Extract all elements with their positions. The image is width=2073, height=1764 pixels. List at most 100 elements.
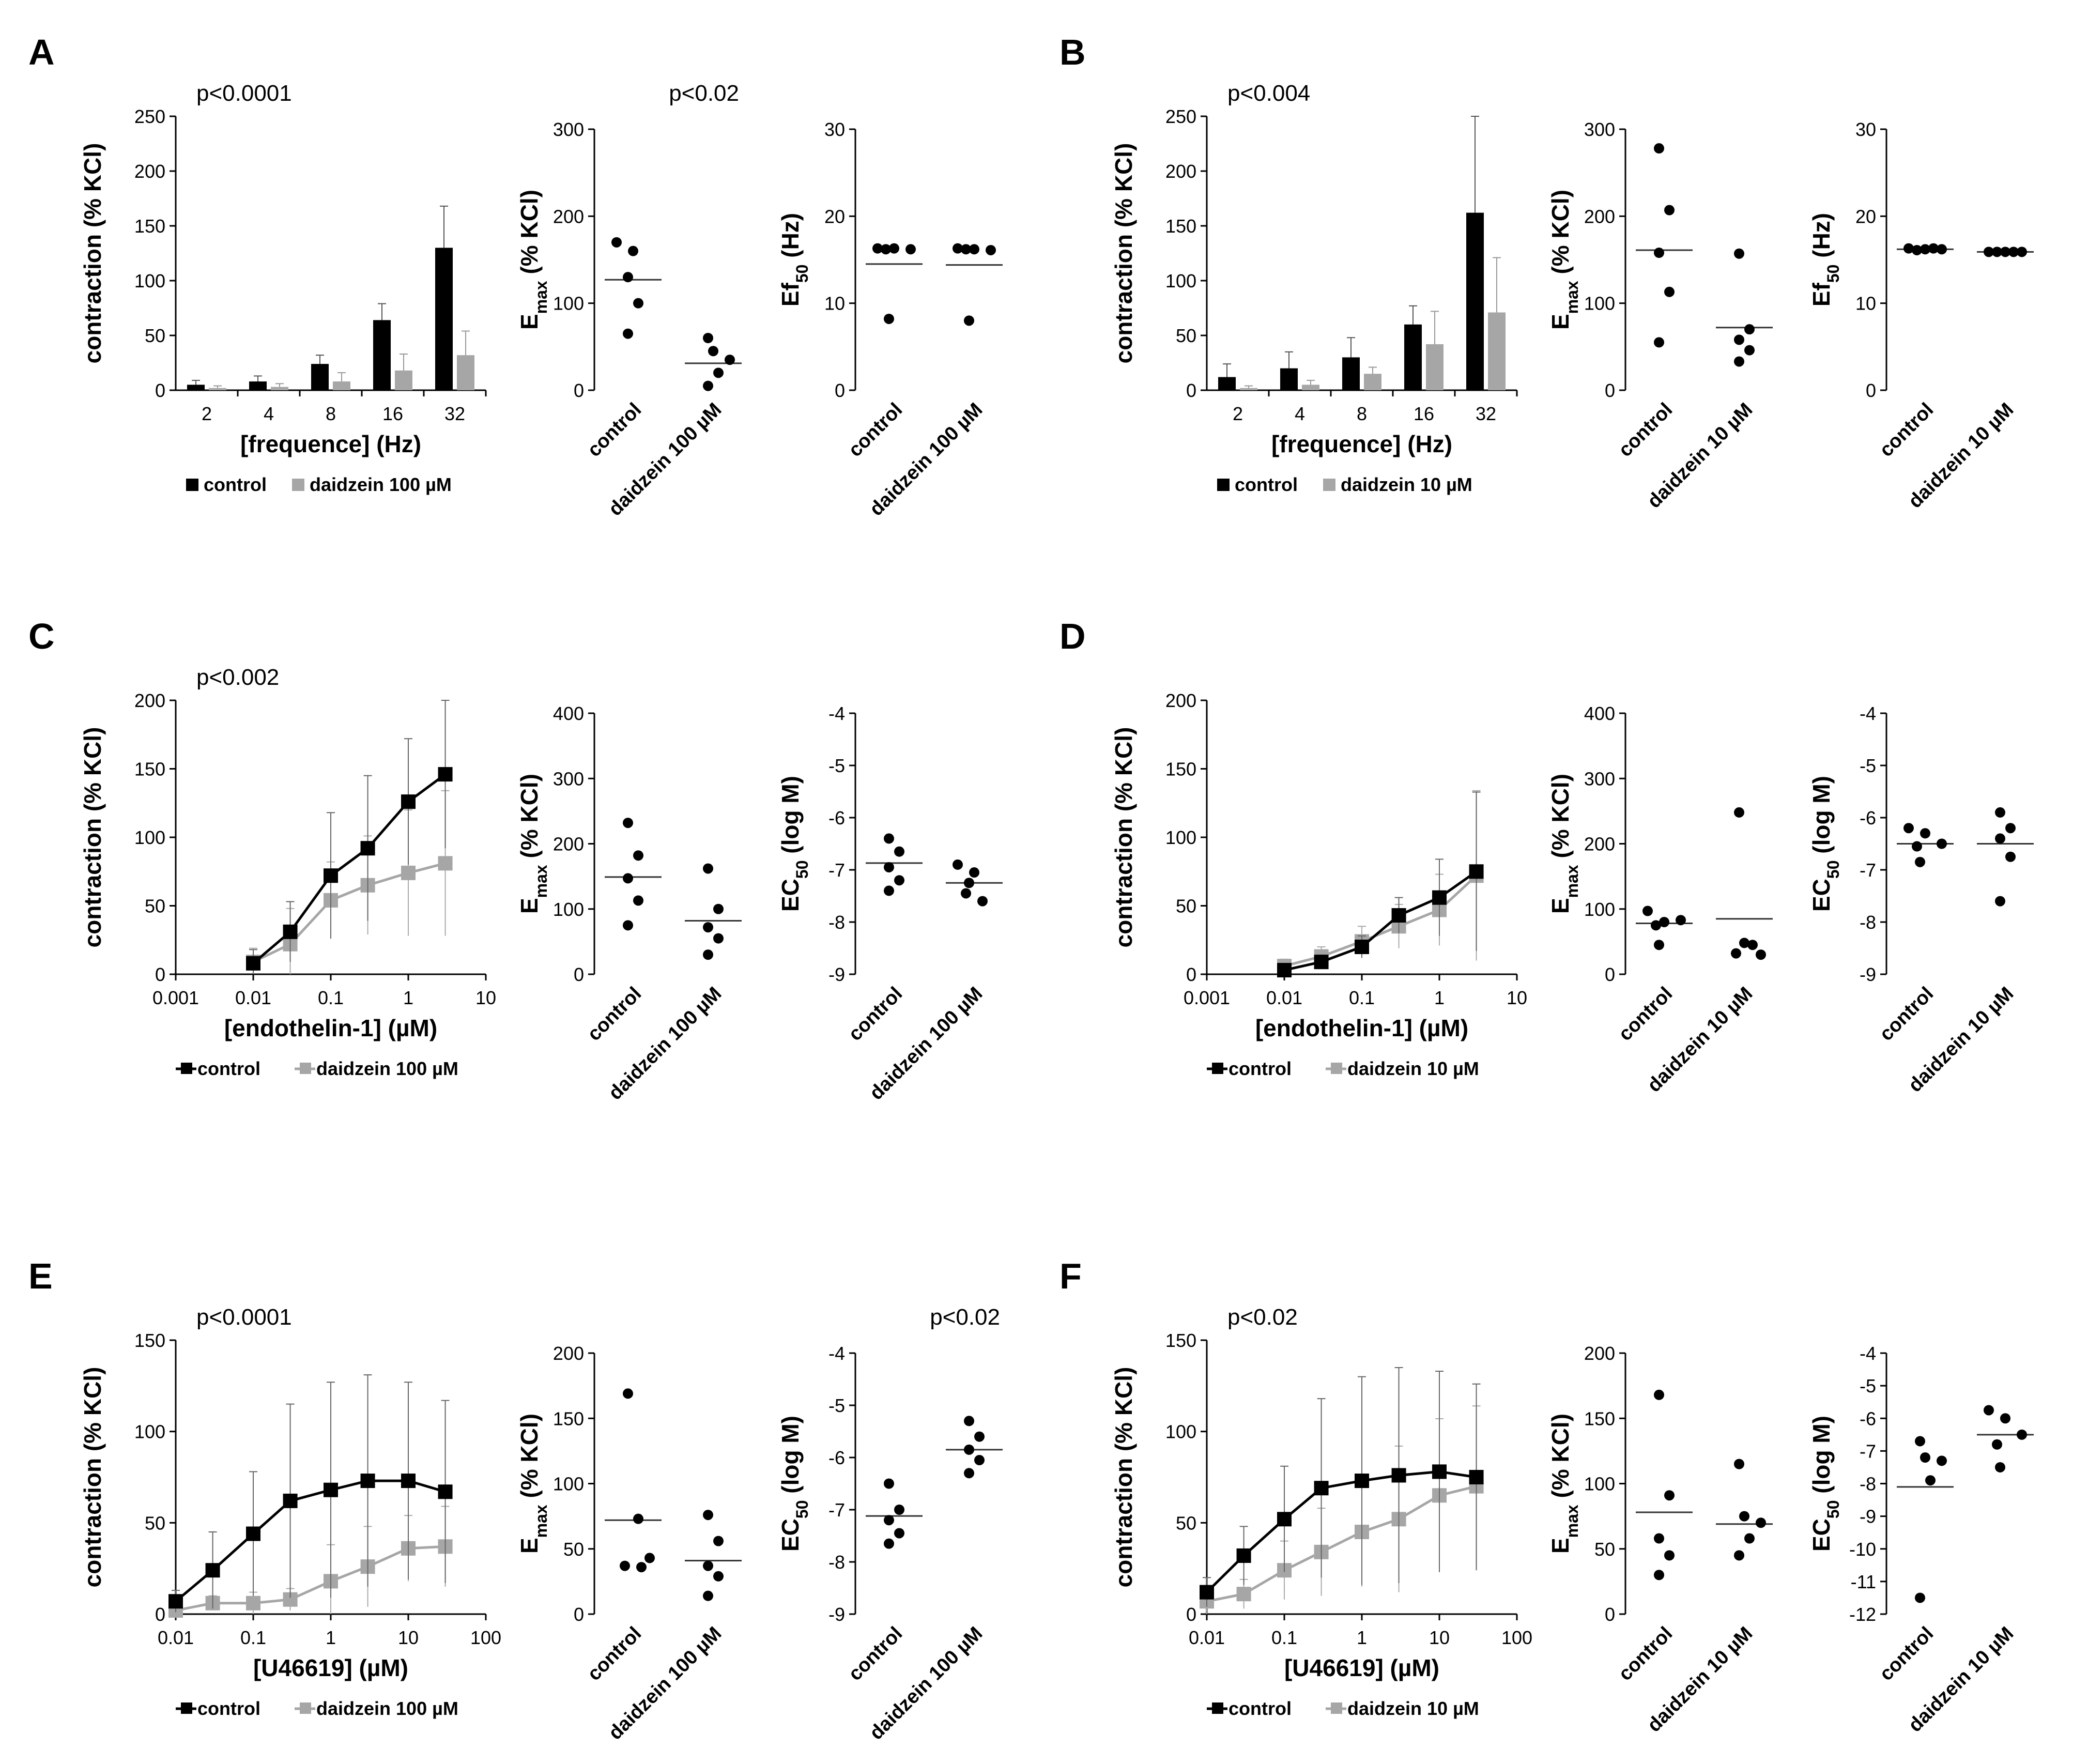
p-value: p<0.0001 bbox=[196, 1305, 292, 1330]
marker-control bbox=[1432, 890, 1447, 905]
x-axis-label: [endothelin-1] (µM) bbox=[1255, 1015, 1468, 1041]
marker-control bbox=[324, 868, 338, 883]
y-tick-label: 30 bbox=[824, 119, 845, 140]
y-tick-label: -6 bbox=[828, 807, 845, 829]
y-tick-label: -8 bbox=[1860, 912, 1876, 933]
y-tick-label: 10 bbox=[824, 293, 845, 314]
emax-point bbox=[1651, 920, 1661, 931]
emax-point bbox=[633, 1513, 643, 1524]
p-value: p<0.02 bbox=[930, 1305, 1000, 1330]
y-tick-label: 150 bbox=[1165, 216, 1196, 237]
y-tick-label: 0 bbox=[155, 964, 165, 985]
y-tick-label: 300 bbox=[1584, 119, 1615, 140]
bar-daidzein bbox=[333, 381, 350, 390]
category-label: control bbox=[1615, 399, 1677, 462]
emax-point bbox=[725, 355, 735, 365]
y-tick-label: 150 bbox=[134, 216, 165, 237]
x-tick-label: 1 bbox=[326, 1627, 336, 1648]
ec50-point bbox=[1995, 896, 2005, 907]
ec50-point bbox=[884, 1478, 894, 1489]
marker-control bbox=[283, 924, 298, 939]
y-tick-label: -5 bbox=[1860, 1375, 1876, 1397]
y-tick-label: 0 bbox=[155, 380, 165, 401]
marker-control bbox=[1355, 1474, 1369, 1489]
panel-label: E bbox=[28, 1256, 53, 1296]
y-tick-label: 100 bbox=[1165, 270, 1196, 292]
ec50-point bbox=[2008, 247, 2019, 257]
marker-control bbox=[360, 1474, 375, 1489]
legend-swatch-control bbox=[1217, 479, 1230, 491]
ec50-point bbox=[1995, 833, 2005, 844]
ec50-point bbox=[977, 896, 988, 907]
y-tick-label: 150 bbox=[134, 1330, 165, 1351]
marker-control bbox=[1277, 1512, 1292, 1527]
panel-label: F bbox=[1059, 1256, 1082, 1296]
y-tick-label: 50 bbox=[1176, 1512, 1196, 1533]
ec50-point bbox=[884, 862, 894, 872]
y-axis-label: contraction (% KCl) bbox=[1110, 727, 1137, 948]
emax-point bbox=[713, 1536, 724, 1546]
ec50-point bbox=[974, 1455, 985, 1466]
y-tick-label: 20 bbox=[1855, 206, 1876, 227]
panel-label: B bbox=[1059, 32, 1086, 72]
marker-daidzein bbox=[1236, 1587, 1251, 1602]
legend-swatch-daidzein bbox=[300, 1702, 311, 1714]
marker-control bbox=[1355, 940, 1369, 954]
y-tick-label: 0 bbox=[1186, 380, 1196, 401]
marker-control bbox=[438, 767, 453, 782]
marker-daidzein bbox=[401, 865, 416, 880]
legend-label-control: control bbox=[1235, 474, 1298, 495]
y-tick-label: 100 bbox=[553, 293, 584, 314]
x-axis-label: [frequence] (Hz) bbox=[1271, 431, 1452, 457]
category-label: control bbox=[583, 983, 646, 1046]
y-tick-label: -6 bbox=[828, 1447, 845, 1468]
series-line-daidzein bbox=[1284, 875, 1478, 968]
emax-point bbox=[1734, 807, 1744, 818]
x-tick-label: 100 bbox=[470, 1627, 501, 1648]
y-tick-label: 0 bbox=[574, 1604, 584, 1625]
category-label: control bbox=[844, 399, 907, 462]
ec50-point bbox=[1937, 1455, 1947, 1466]
y-tick-label: 50 bbox=[563, 1539, 584, 1560]
ec50-point bbox=[884, 1538, 894, 1549]
emax-point bbox=[713, 903, 724, 914]
legend-label-daidzein: daidzein 100 µM bbox=[310, 474, 452, 495]
x-tick-label: 0.01 bbox=[1266, 987, 1302, 1008]
emax-point bbox=[1664, 286, 1675, 297]
emax-point bbox=[1739, 938, 1749, 948]
ec50-point bbox=[969, 244, 979, 255]
p-value: p<0.02 bbox=[669, 81, 739, 106]
ec50-point bbox=[884, 313, 894, 324]
p-value: p<0.002 bbox=[196, 665, 279, 690]
ec50-point bbox=[953, 859, 963, 870]
ec50-point bbox=[884, 1515, 894, 1526]
emax-point bbox=[1734, 248, 1744, 259]
y-tick-label: -9 bbox=[828, 1604, 845, 1625]
emax-point bbox=[633, 298, 643, 309]
ec50-point bbox=[2017, 1429, 2027, 1440]
legend-label-daidzein: daidzein 10 µM bbox=[1341, 474, 1472, 495]
y-tick-label: -11 bbox=[1851, 1571, 1876, 1592]
y-axis-label: contraction (% KCl) bbox=[79, 727, 106, 948]
x-tick-label: 0.01 bbox=[1189, 1627, 1225, 1648]
p-value: p<0.004 bbox=[1227, 81, 1310, 106]
series-line-control bbox=[1284, 870, 1478, 972]
y-axis-label: EC50 (log M) bbox=[777, 776, 811, 912]
y-tick-label: 150 bbox=[134, 759, 165, 780]
y-axis-label: EC50 (log M) bbox=[777, 1416, 811, 1552]
y-tick-label: 0 bbox=[1186, 1604, 1196, 1625]
y-tick-label: 100 bbox=[134, 827, 165, 848]
legend-label-daidzein: daidzein 100 µM bbox=[316, 1058, 458, 1079]
emax-point bbox=[1654, 1389, 1664, 1400]
bar-daidzein bbox=[271, 387, 288, 390]
emax-point bbox=[623, 920, 633, 931]
x-axis-label: [endothelin-1] (µM) bbox=[224, 1015, 437, 1041]
y-tick-label: 400 bbox=[553, 703, 584, 724]
legend-label-control: control bbox=[197, 1058, 260, 1079]
marker-control bbox=[246, 956, 260, 971]
emax-point bbox=[1739, 1511, 1749, 1522]
marker-control bbox=[1314, 1481, 1329, 1496]
ec50-point bbox=[881, 244, 891, 255]
